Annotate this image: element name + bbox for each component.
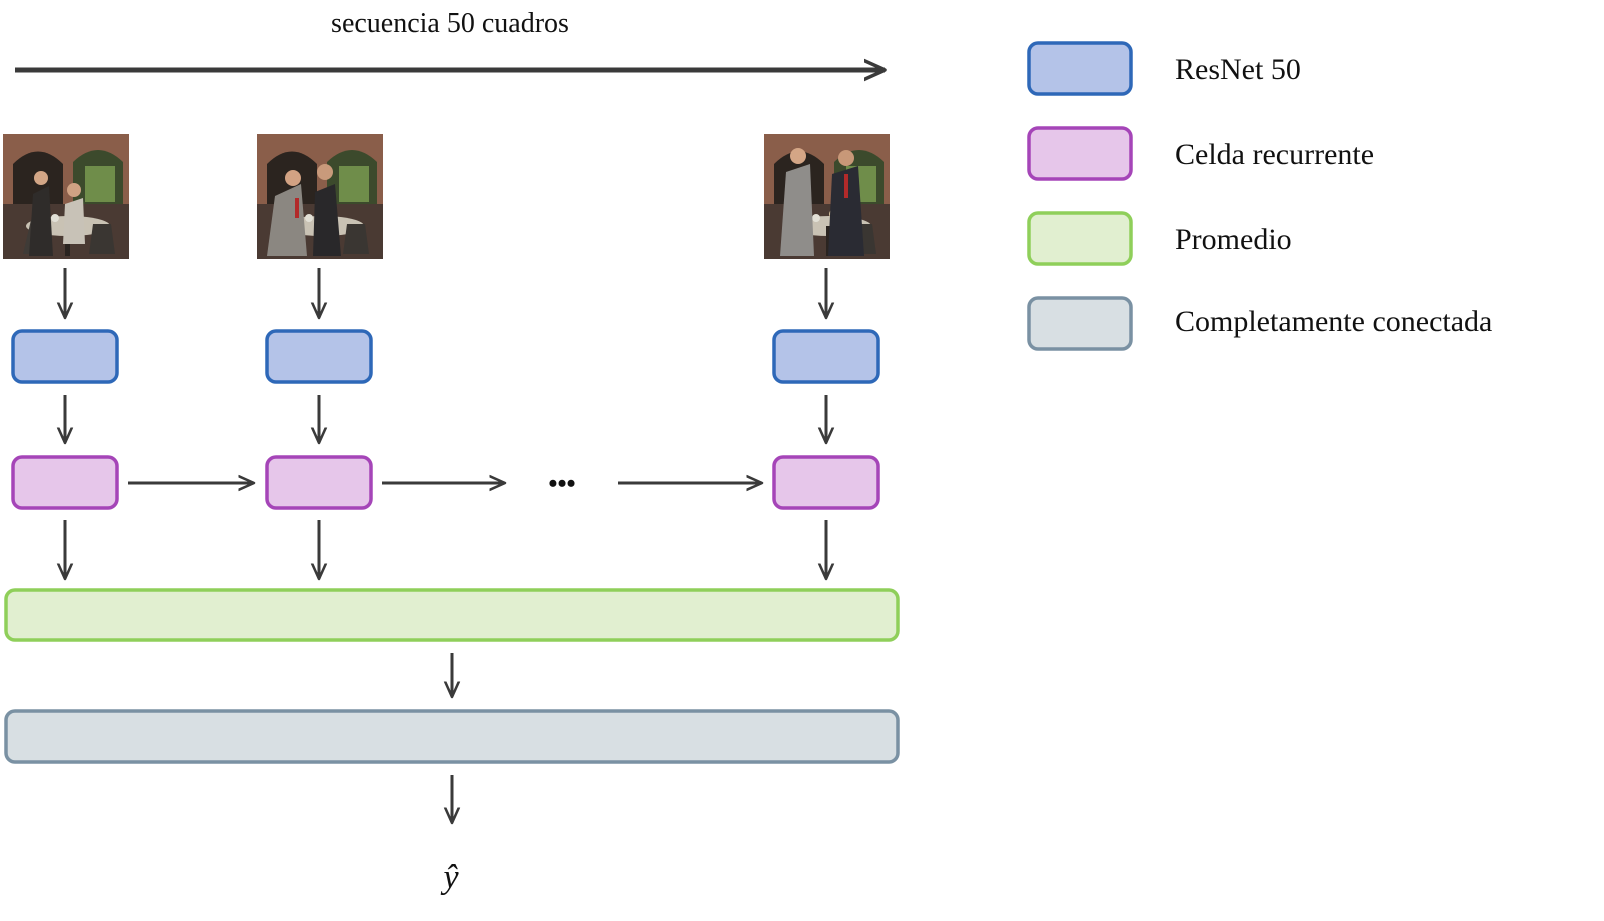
resnet-block-3 [772, 329, 880, 384]
resnet-block-2 [265, 329, 373, 384]
recurrent-cell-1 [11, 455, 119, 510]
legend-label-dense: Completamente conectada [1175, 305, 1492, 338]
legend-item-average: Promedio [1027, 211, 1292, 266]
legend-item-recurrent: Celda recurrente [1027, 126, 1374, 181]
legend-swatch-recurrent [1027, 126, 1133, 181]
frame-second [257, 134, 383, 259]
legend-swatch-average [1027, 211, 1133, 266]
resnet-block-1 [11, 329, 119, 384]
legend-swatch-resnet [1027, 41, 1133, 96]
recurrent-cell-3 [772, 455, 880, 510]
frame-first [3, 134, 129, 259]
average-block [4, 588, 900, 642]
legend-swatch-dense [1027, 296, 1133, 351]
legend-item-resnet: ResNet 50 [1027, 41, 1301, 96]
dense-block [4, 709, 900, 764]
frame-last [764, 134, 890, 259]
legend-item-dense: Completamente conectada [1027, 296, 1492, 351]
output-label: ŷ [440, 859, 459, 896]
legend-label-average: Promedio [1175, 223, 1292, 256]
legend-label-recurrent: Celda recurrente [1175, 138, 1374, 171]
legend-label-resnet: ResNet 50 [1175, 53, 1301, 86]
recurrent-cell-2 [265, 455, 373, 510]
ellipsis: ••• [548, 469, 575, 498]
legend: ResNet 50 Celda recurrente Promedio Comp… [1027, 41, 1492, 351]
sequence-title: secuencia 50 cuadros [331, 8, 569, 39]
